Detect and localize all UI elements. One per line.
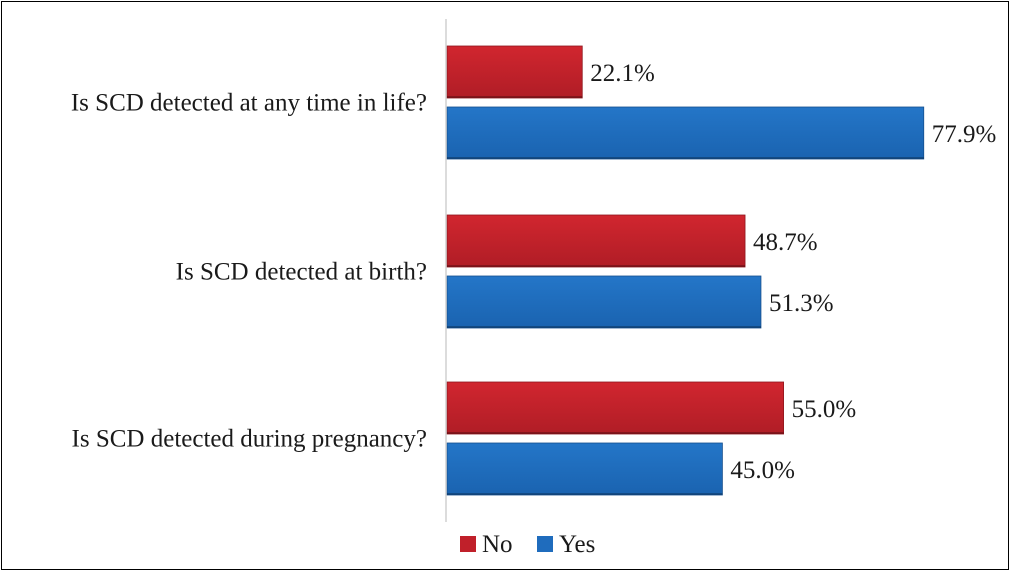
category-label-1: Is SCD detected at any time in life? [71, 90, 427, 117]
bar-no-3 [446, 381, 785, 435]
bar-shadow-yes-3 [447, 493, 723, 495]
value-label-yes-1: 77.9% [932, 121, 997, 148]
bars [446, 45, 925, 496]
bar-yes-2 [446, 275, 762, 329]
bar-yes-1 [446, 106, 925, 160]
category-labels: Is SCD detected at any time in life? Is S… [71, 90, 427, 453]
legend: No Yes [460, 531, 595, 558]
bar-shadow-no-2 [447, 265, 746, 267]
bar-yes-3 [446, 442, 723, 496]
bar-no-1 [446, 45, 583, 99]
legend-label-yes: Yes [559, 531, 595, 558]
bar-no-2 [446, 214, 746, 268]
value-labels: 22.1% 77.9% 48.7% 51.3% 55.0% 45.0% [590, 60, 996, 484]
category-label-2: Is SCD detected at birth? [176, 259, 427, 286]
value-label-yes-3: 45.0% [730, 457, 795, 484]
value-label-no-1: 22.1% [590, 60, 655, 87]
value-label-yes-2: 51.3% [769, 290, 834, 317]
bar-shadow-yes-2 [447, 326, 761, 328]
bar-shadow-no-3 [447, 432, 784, 434]
legend-swatch-yes [537, 536, 553, 552]
category-label-3: Is SCD detected during pregnancy? [72, 426, 427, 453]
legend-swatch-no [460, 536, 476, 552]
value-label-no-2: 48.7% [753, 229, 818, 256]
bar-shadow-yes-1 [447, 157, 924, 159]
value-label-no-3: 55.0% [792, 396, 857, 423]
bar-shadow-no-1 [447, 96, 583, 98]
legend-label-no: No [482, 531, 513, 558]
